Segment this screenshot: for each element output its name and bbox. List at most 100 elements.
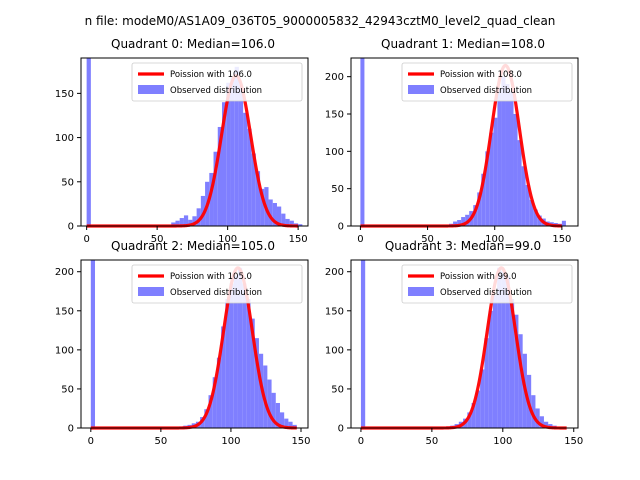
legend-line-label: Poission with 108.0 <box>440 70 522 80</box>
histogram-bar <box>247 128 252 226</box>
y-tick-label: 150 <box>55 306 74 317</box>
x-tick-label: 100 <box>218 234 237 245</box>
y-tick-label: 100 <box>55 345 74 356</box>
histogram-bar <box>276 206 282 226</box>
histogram-bar <box>179 218 184 226</box>
x-tick-label: 100 <box>493 436 512 447</box>
histogram-bar <box>473 205 478 226</box>
legend-line-label: Poission with 106.0 <box>170 70 252 80</box>
histogram-bar <box>221 102 227 226</box>
histogram-bar <box>529 199 534 226</box>
histogram-bar <box>360 260 366 428</box>
histogram-bar <box>225 299 230 428</box>
histogram-bar <box>268 199 273 226</box>
legend-bar-swatch <box>408 287 434 296</box>
histogram-bar <box>233 275 238 428</box>
histogram-bar <box>86 58 91 226</box>
histogram-bar <box>226 82 231 226</box>
quadrant-3-title: Quadrant 3: Median=99.0 <box>385 239 541 253</box>
x-tick-label: 0 <box>83 234 89 245</box>
histogram-bar <box>298 224 303 226</box>
axes-frame <box>350 57 579 227</box>
y-tick-label: 100 <box>55 133 74 144</box>
legend-bar-label: Observed distribution <box>440 86 532 96</box>
histogram-bar <box>484 338 489 428</box>
histogram-bar <box>497 267 502 428</box>
y-tick-label: 200 <box>55 267 74 278</box>
y-tick-label: 50 <box>331 184 344 195</box>
histogram-bar <box>509 91 514 226</box>
axes-frame <box>80 57 309 227</box>
legend-bar-swatch <box>408 85 434 94</box>
y-tick-label: 0 <box>338 424 344 435</box>
legend-bar-label: Observed distribution <box>170 288 262 298</box>
histogram-bar <box>238 84 244 227</box>
y-tick-label: 100 <box>325 345 344 356</box>
histogram-bar <box>517 140 522 226</box>
histogram-bar <box>267 379 272 428</box>
x-tick-label: 0 <box>357 234 363 245</box>
histogram-bar <box>281 213 286 226</box>
x-tick-label: 50 <box>426 436 439 447</box>
histogram-bar <box>243 112 248 226</box>
quadrant-0-title: Quadrant 0: Median=106.0 <box>111 37 275 51</box>
y-tick-label: 150 <box>325 110 344 121</box>
histogram-bar <box>497 87 502 226</box>
histogram-bar <box>480 369 485 428</box>
x-tick-label: 150 <box>552 234 571 245</box>
histogram-bar <box>561 220 566 226</box>
y-tick-label: 150 <box>55 89 74 100</box>
histogram-bar <box>475 390 481 428</box>
histogram-bar <box>505 84 510 226</box>
histogram-bar <box>521 166 526 226</box>
legend-box <box>131 264 303 304</box>
histogram-bar <box>200 195 206 226</box>
histogram-bar <box>505 275 510 428</box>
quadrant-0-panel: Quadrant 0: Median=106.0 0 50 100 150 0 50 100… <box>55 37 309 245</box>
histogram-bar <box>242 283 247 428</box>
histogram-bar <box>537 215 542 226</box>
histogram-bar <box>493 117 498 226</box>
quadrant-1-panel: Quadrant 1: Median=108.0 0 50 100 150 0 50 100… <box>325 37 579 245</box>
quadrant-2-panel: Quadrant 2: Median=105.0 0 50 100 150 0 50 100… <box>55 239 311 447</box>
axes-frame <box>80 259 309 429</box>
histogram-bar <box>501 76 506 227</box>
histogram-bar <box>272 203 277 226</box>
histogram-bar <box>260 188 265 226</box>
histogram-bar <box>188 219 193 226</box>
quadrant-1-plot: 0 50 100 150 0 50 100 150 200 Poission with 108.0… <box>325 57 579 245</box>
y-tick-label: 0 <box>338 222 344 233</box>
histogram-bar <box>171 222 176 226</box>
histogram-bar <box>271 392 276 428</box>
histogram-bar <box>477 192 482 226</box>
figure-suptitle: n file: modeM0/AS1A09_036T05_9000005832_… <box>85 14 556 28</box>
histogram-bar <box>481 173 486 226</box>
y-tick-label: 50 <box>331 384 344 395</box>
histogram-bar <box>251 153 256 226</box>
histogram-bar <box>196 208 201 226</box>
y-tick-label: 0 <box>68 424 74 435</box>
histogram-bar <box>288 421 293 428</box>
legend-bar-label: Observed distribution <box>440 288 532 298</box>
histogram-bar <box>175 220 180 226</box>
histogram-bar <box>275 402 280 428</box>
histogram-bar <box>221 326 226 428</box>
x-tick-label: 100 <box>485 234 504 245</box>
histogram-bar <box>488 310 493 428</box>
quadrant-3-plot: 0 50 100 150 0 50 100 150 200 Poission with 99.0 O… <box>325 259 583 447</box>
histogram-bar <box>255 171 261 226</box>
histogram-bar <box>289 220 294 226</box>
histogram-bar <box>514 314 519 428</box>
histogram-bar <box>209 172 214 226</box>
histogram-bar <box>509 299 515 428</box>
histogram-bar <box>216 357 222 428</box>
quadrant-2-plot: 0 50 100 150 0 50 100 150 200 Poission with 105.0… <box>55 259 311 447</box>
histogram-bar <box>461 217 466 226</box>
y-tick-label: 150 <box>325 306 344 317</box>
axes-frame <box>350 259 579 429</box>
x-tick-label: 150 <box>291 436 310 447</box>
histogram-bar <box>213 151 218 226</box>
y-tick-label: 50 <box>61 177 74 188</box>
x-tick-label: 150 <box>289 234 308 245</box>
